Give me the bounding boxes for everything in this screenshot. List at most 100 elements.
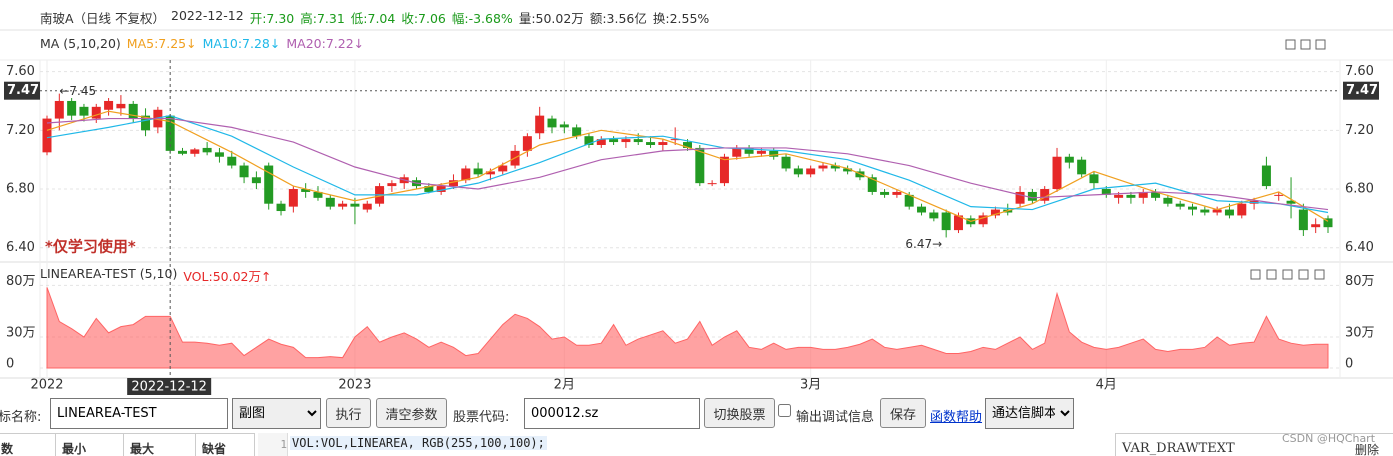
candle-body bbox=[313, 191, 323, 198]
header-field: 收:7.06 bbox=[401, 11, 446, 26]
candle-body bbox=[670, 139, 680, 141]
y-tick-label: 6.40 bbox=[1345, 240, 1374, 255]
candle-body bbox=[719, 156, 729, 184]
y-tick-label: 7.20 bbox=[1345, 123, 1374, 138]
price-tag bbox=[4, 81, 40, 100]
candle-body bbox=[609, 139, 619, 143]
toolbar-icon bbox=[1298, 269, 1309, 280]
x-tick-label: 3月 bbox=[800, 378, 821, 393]
toolbar-icon bbox=[1300, 39, 1311, 50]
column-header: 数 bbox=[0, 433, 56, 456]
candle-body bbox=[756, 150, 766, 154]
candle-body bbox=[461, 168, 471, 181]
candle-body bbox=[251, 177, 261, 184]
candle-body bbox=[769, 150, 779, 157]
candle-body bbox=[141, 115, 151, 131]
y-tick-label: 7.60 bbox=[6, 64, 35, 79]
candle-body bbox=[1138, 191, 1148, 198]
candle-body bbox=[1126, 194, 1136, 198]
toolbar-icon bbox=[1266, 269, 1277, 280]
candle-body bbox=[350, 203, 360, 207]
candle-body bbox=[473, 168, 483, 175]
candle-body bbox=[1015, 191, 1025, 204]
toolbar-icon bbox=[1315, 39, 1326, 50]
x-tick-label: 2022 bbox=[30, 378, 63, 393]
candle-body bbox=[1077, 159, 1087, 175]
candle-body bbox=[621, 139, 631, 143]
header-field: 开:7.30 bbox=[249, 11, 295, 26]
candle-body bbox=[1298, 209, 1308, 231]
candle-body bbox=[485, 171, 495, 175]
candle-body bbox=[436, 186, 446, 192]
code-label: 股票代码: bbox=[453, 410, 510, 425]
candle-body bbox=[658, 142, 668, 145]
candle-body bbox=[301, 189, 311, 192]
help-link[interactable]: 函数帮助 bbox=[930, 410, 983, 425]
price-tag-label: 7.47 bbox=[1346, 83, 1378, 98]
candle-body bbox=[917, 206, 927, 213]
crosshair-label: 2022-12-12 bbox=[131, 380, 207, 395]
y-tick-label: 0 bbox=[6, 357, 14, 372]
candle-body bbox=[929, 212, 939, 219]
candle-body bbox=[42, 118, 52, 153]
chart: 2022 2023 2月 3月 4月 6.40 6.40 6.80 6.80 7.20 7.20 7.… bbox=[0, 29, 1393, 395]
candle-body bbox=[448, 180, 458, 187]
column-header: 缺省 bbox=[195, 433, 255, 456]
candle-body bbox=[830, 165, 840, 169]
legend-entry: MA5:7.25↓ bbox=[126, 36, 197, 51]
header-field: 幅:-3.68% bbox=[451, 11, 513, 26]
candle-body bbox=[1224, 209, 1234, 216]
candle-body bbox=[288, 189, 298, 207]
header-field: 南玻A（日线 不复权） bbox=[40, 11, 166, 26]
run-button[interactable]: 执行 bbox=[326, 398, 371, 428]
watermark: *仅学习使用* bbox=[45, 238, 136, 256]
code-line[interactable]: VOL:VOL,LINEAREA, RGB(255,100,100); bbox=[290, 436, 547, 450]
name-input[interactable] bbox=[50, 398, 228, 429]
code-input[interactable] bbox=[524, 398, 700, 429]
candle-body bbox=[276, 203, 286, 212]
crosshair-tag bbox=[127, 378, 212, 395]
candle-body bbox=[572, 127, 582, 137]
script-select[interactable]: 通达信脚本 bbox=[985, 398, 1074, 429]
candle-body bbox=[559, 124, 569, 128]
candle-body bbox=[806, 168, 816, 175]
window-select[interactable]: 副图 bbox=[232, 398, 321, 429]
ma-line bbox=[46, 115, 1329, 214]
toolbar-icon bbox=[1282, 269, 1293, 280]
debug-checkbox[interactable] bbox=[778, 404, 791, 417]
candle-body bbox=[1286, 200, 1296, 204]
header-field: 额:3.56亿 bbox=[589, 11, 647, 26]
candle-body bbox=[683, 142, 692, 148]
candle-body bbox=[990, 209, 1000, 216]
y-tick-label: 80万 bbox=[1345, 274, 1375, 289]
candle-body bbox=[695, 147, 705, 184]
candle-body bbox=[239, 165, 249, 178]
candle-body bbox=[54, 100, 64, 119]
candle-body bbox=[1027, 191, 1037, 201]
delete-button[interactable]: 删除 bbox=[1355, 443, 1380, 456]
legend-entry: MA (5,10,20) bbox=[40, 36, 121, 51]
side-panel bbox=[1115, 433, 1393, 456]
y-tick-label: 30万 bbox=[6, 326, 36, 341]
candle-body bbox=[584, 136, 594, 145]
candle-body bbox=[362, 203, 372, 210]
candle-body bbox=[104, 100, 114, 110]
candle-body bbox=[1163, 197, 1173, 204]
candle-body bbox=[978, 215, 988, 225]
volume-legend: LINEAREA-TEST (5,10) VOL:50.02万↑ bbox=[40, 266, 271, 285]
candle-body bbox=[498, 165, 508, 172]
candle-body bbox=[1151, 191, 1161, 198]
clear-button[interactable]: 清空参数 bbox=[376, 398, 447, 428]
candle-body bbox=[1175, 203, 1185, 207]
candle-body bbox=[214, 152, 224, 157]
header-field: 量:50.02万 bbox=[518, 11, 584, 26]
y-tick-label: 6.40 bbox=[6, 240, 35, 255]
header-field: 高:7.31 bbox=[300, 11, 345, 26]
switch-button[interactable]: 切换股票 bbox=[704, 398, 775, 428]
save-button[interactable]: 保存 bbox=[880, 398, 926, 428]
toolbar-icon bbox=[1314, 269, 1325, 280]
debug-label[interactable]: 输出调试信息 bbox=[796, 410, 875, 425]
candle-body bbox=[744, 147, 754, 154]
candle-body bbox=[1089, 174, 1099, 184]
column-header: 最小 bbox=[55, 433, 124, 456]
